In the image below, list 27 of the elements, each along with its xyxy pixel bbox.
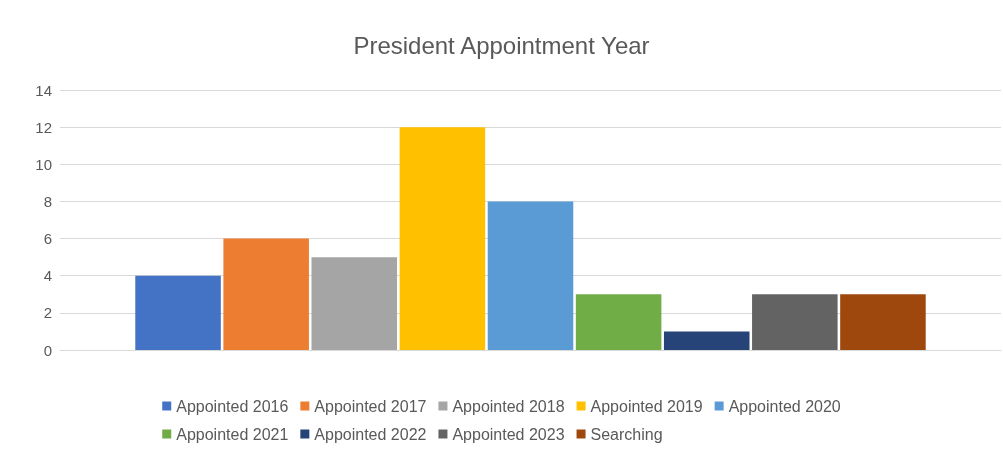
bar xyxy=(663,331,750,350)
y-tick-label: 0 xyxy=(43,341,52,359)
legend-label: Appointed 2023 xyxy=(452,425,565,443)
y-tick-label: 12 xyxy=(35,118,52,136)
y-tick-label: 14 xyxy=(35,81,52,99)
legend-label: Appointed 2019 xyxy=(590,397,703,415)
bar xyxy=(135,275,221,350)
legend-label: Appointed 2020 xyxy=(728,397,841,415)
legend-label: Appointed 2017 xyxy=(314,397,427,415)
legend-label: Searching xyxy=(590,425,663,443)
chart-title: President Appointment Year xyxy=(353,31,650,59)
y-tick-label: 6 xyxy=(43,230,52,248)
y-tick-label: 10 xyxy=(35,155,52,173)
legend-label: Appointed 2022 xyxy=(314,425,427,443)
legend-label: Appointed 2021 xyxy=(176,425,289,443)
bar xyxy=(487,201,574,350)
bar xyxy=(223,238,309,350)
legend-label: Appointed 2016 xyxy=(176,397,289,415)
y-tick-label: 2 xyxy=(43,304,52,322)
bar xyxy=(752,294,838,350)
bar xyxy=(399,127,486,350)
bar xyxy=(575,294,662,350)
bar xyxy=(840,294,926,350)
y-tick-label: 8 xyxy=(43,192,52,210)
legend-label: Appointed 2018 xyxy=(452,397,565,415)
y-tick-label: 4 xyxy=(43,267,52,285)
bar xyxy=(311,257,398,350)
